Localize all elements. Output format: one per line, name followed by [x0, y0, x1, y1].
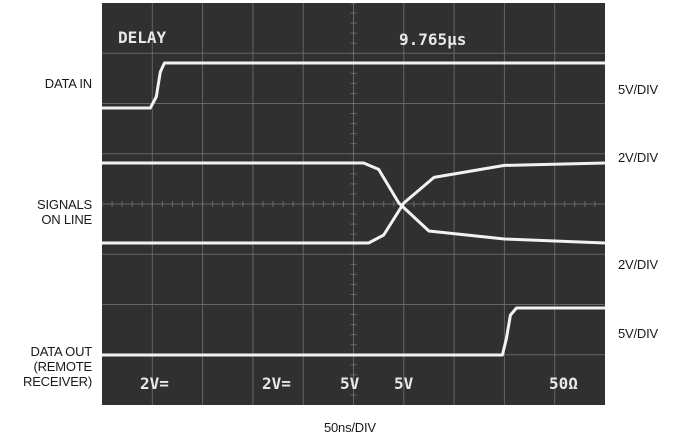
screen-readout-ch3: 5V	[340, 374, 360, 393]
time-scale-label: 50ns/DIV	[324, 420, 376, 435]
screen-readout-impedance: 50Ω	[549, 374, 578, 393]
label-signals-line-2: ON LINE	[41, 212, 92, 227]
traces	[102, 61, 605, 357]
trace-3	[102, 306, 605, 357]
label-signals-on-line: SIGNALS ON LINE	[0, 197, 92, 227]
scale-data-out: 5V/DIV	[618, 326, 658, 341]
scale-data-in: 5V/DIV	[618, 82, 658, 97]
label-data-out-line-2: (REMOTE	[33, 359, 92, 374]
label-signals-line-1: SIGNALS	[37, 197, 92, 212]
screen-delay-value: 9.765μs	[399, 30, 466, 49]
trace-0	[102, 61, 605, 110]
label-data-in: DATA IN	[44, 76, 92, 91]
label-data-out-line-3: RECEIVER)	[23, 374, 92, 389]
scale-line-top: 2V/DIV	[618, 150, 658, 165]
scale-line-bottom: 2V/DIV	[618, 257, 658, 272]
label-data-out: DATA OUT (REMOTE RECEIVER)	[0, 344, 92, 389]
screen-delay-label: DELAY	[118, 28, 167, 47]
screen-readout-ch4: 5V	[394, 374, 414, 393]
trace-2	[102, 161, 605, 245]
oscilloscope-screen: DELAY 9.765μs 2V= 2V= 5V 5V 50Ω	[102, 3, 605, 405]
trace-1	[102, 161, 605, 245]
graticule	[102, 3, 605, 405]
label-data-out-line-1: DATA OUT	[30, 344, 93, 359]
screen-readout-ch2: 2V=	[262, 374, 291, 393]
screen-readout-ch1: 2V=	[140, 374, 169, 393]
